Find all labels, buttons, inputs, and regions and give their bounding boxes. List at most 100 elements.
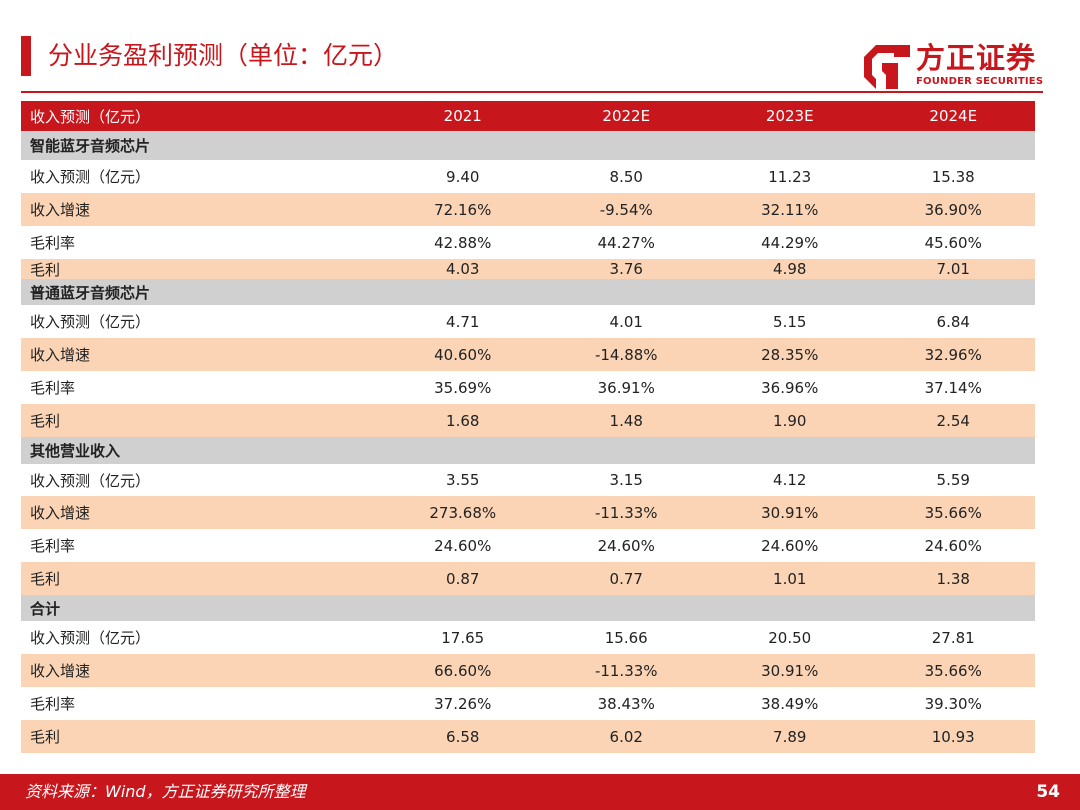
row-label: 收入增速 bbox=[30, 346, 91, 364]
header-year-2024e: 2024E bbox=[929, 107, 978, 125]
cell-2021: 4.71 bbox=[446, 312, 480, 331]
cell-2023e: 32.11% bbox=[761, 200, 819, 219]
cell-2023e: 20.50 bbox=[768, 628, 812, 647]
table-row: 收入增速 273.68% -11.33% 30.91% 35.66% bbox=[21, 496, 1035, 529]
cell-2023e: 1.90 bbox=[773, 411, 807, 430]
cell-2022e: -11.33% bbox=[594, 503, 658, 522]
cell-2021: 37.26% bbox=[434, 694, 492, 713]
cell-2024e: 27.81 bbox=[931, 628, 975, 647]
section-row: 其他营业收入 bbox=[21, 437, 1035, 464]
cell-2022e: 8.50 bbox=[609, 167, 643, 186]
cell-2021: 1.68 bbox=[446, 411, 480, 430]
cell-2024e: 36.90% bbox=[924, 200, 982, 219]
cell-2022e: -9.54% bbox=[599, 200, 653, 219]
cell-2024e: 5.59 bbox=[936, 471, 970, 489]
cell-2024e: 2.54 bbox=[936, 411, 970, 430]
section-row: 普通蓝牙音频芯片 bbox=[21, 279, 1035, 305]
page-number: 54 bbox=[1036, 782, 1060, 802]
brand-logo: 方正证券 FOUNDER SECURITIES bbox=[862, 41, 1048, 91]
title-accent-bar bbox=[21, 36, 31, 76]
cell-2022e: 1.48 bbox=[609, 411, 643, 430]
cell-2022e: 6.02 bbox=[609, 727, 643, 746]
table-row: 毛利 0.87 0.77 1.01 1.38 bbox=[21, 562, 1035, 595]
section-label: 普通蓝牙音频芯片 bbox=[30, 283, 151, 302]
table-row: 毛利 6.58 6.02 7.89 10.93 bbox=[21, 720, 1035, 753]
cell-2021: 17.65 bbox=[441, 628, 485, 647]
cell-2022e: 24.60% bbox=[597, 536, 655, 555]
row-label: 毛利 bbox=[30, 260, 61, 279]
cell-2021: 4.03 bbox=[446, 260, 480, 278]
section-row: 智能蓝牙音频芯片 bbox=[21, 131, 1035, 160]
cell-2023e: 28.35% bbox=[761, 345, 819, 364]
row-label: 毛利率 bbox=[30, 234, 76, 252]
cell-2024e: 24.60% bbox=[924, 536, 982, 555]
cell-2024e: 37.14% bbox=[924, 378, 982, 397]
cell-2023e: 7.89 bbox=[773, 727, 807, 746]
table-row: 收入增速 40.60% -14.88% 28.35% 32.96% bbox=[21, 338, 1035, 371]
cell-2024e: 1.38 bbox=[936, 569, 970, 588]
cell-2022e: 36.91% bbox=[597, 378, 655, 397]
brand-name-cn: 方正证券 bbox=[916, 41, 1037, 75]
cell-2024e: 32.96% bbox=[924, 345, 982, 364]
cell-2023e: 30.91% bbox=[761, 661, 819, 680]
row-label: 收入预测（亿元） bbox=[30, 471, 151, 490]
row-label: 收入增速 bbox=[30, 201, 91, 219]
cell-2024e: 39.30% bbox=[924, 694, 982, 713]
table-header-row: 收入预测（亿元） 2021 2022E 2023E 2024E bbox=[21, 101, 1035, 131]
table-row: 收入增速 66.60% -11.33% 30.91% 35.66% bbox=[21, 654, 1035, 687]
header-label: 收入预测（亿元） bbox=[30, 107, 151, 126]
cell-2024e: 35.66% bbox=[924, 661, 982, 680]
cell-2023e: 44.29% bbox=[761, 233, 819, 252]
section-label: 合计 bbox=[30, 599, 61, 618]
cell-2022e: 15.66 bbox=[604, 628, 648, 647]
table-row: 收入预测（亿元） 17.65 15.66 20.50 27.81 bbox=[21, 621, 1035, 654]
cell-2021: 35.69% bbox=[434, 378, 492, 397]
row-label: 毛利率 bbox=[30, 695, 76, 713]
cell-2021: 6.58 bbox=[446, 727, 480, 746]
table-row: 收入预测（亿元） 4.71 4.01 5.15 6.84 bbox=[21, 305, 1035, 338]
header-year-2021: 2021 bbox=[443, 107, 482, 125]
cell-2021: 72.16% bbox=[434, 200, 492, 219]
table-row: 毛利率 37.26% 38.43% 38.49% 39.30% bbox=[21, 687, 1035, 720]
cell-2022e: 0.77 bbox=[609, 569, 643, 588]
cell-2022e: 38.43% bbox=[597, 694, 655, 713]
cell-2021: 66.60% bbox=[434, 661, 492, 680]
cell-2023e: 24.60% bbox=[761, 536, 819, 555]
cell-2024e: 45.60% bbox=[924, 233, 982, 252]
cell-2024e: 35.66% bbox=[924, 503, 982, 522]
source-note: 资料来源：Wind，方正证券研究所整理 bbox=[25, 782, 306, 801]
cell-2021: 0.87 bbox=[446, 569, 480, 588]
cell-2021: 9.40 bbox=[446, 167, 480, 186]
cell-2024e: 15.38 bbox=[931, 167, 975, 186]
header-year-2022e: 2022E bbox=[602, 107, 651, 125]
cell-2022e: -14.88% bbox=[594, 345, 658, 364]
cell-2024e: 7.01 bbox=[936, 260, 970, 278]
table-row: 收入增速 72.16% -9.54% 32.11% 36.90% bbox=[21, 193, 1035, 226]
table-row: 毛利率 42.88% 44.27% 44.29% 45.60% bbox=[21, 226, 1035, 259]
brand-name-en: FOUNDER SECURITIES bbox=[916, 76, 1044, 87]
row-label: 毛利率 bbox=[30, 379, 76, 397]
row-label: 收入增速 bbox=[30, 504, 91, 522]
cell-2023e: 1.01 bbox=[773, 569, 807, 588]
cell-2022e: 3.76 bbox=[609, 260, 643, 278]
cell-2023e: 30.91% bbox=[761, 503, 819, 522]
cell-2023e: 36.96% bbox=[761, 378, 819, 397]
row-label: 收入预测（亿元） bbox=[30, 168, 151, 186]
row-label: 收入预测（亿元） bbox=[30, 629, 151, 647]
cell-2024e: 6.84 bbox=[936, 312, 970, 331]
forecast-table: 收入预测（亿元） 2021 2022E 2023E 2024E 智能蓝牙音频芯片… bbox=[21, 101, 1035, 753]
table-row: 毛利率 24.60% 24.60% 24.60% 24.60% bbox=[21, 529, 1035, 562]
founder-logo-icon bbox=[864, 45, 910, 89]
row-label: 收入预测（亿元） bbox=[30, 313, 151, 331]
header-divider bbox=[21, 91, 1043, 93]
cell-2022e: 3.15 bbox=[609, 471, 643, 489]
cell-2022e: 4.01 bbox=[609, 312, 643, 331]
section-label: 智能蓝牙音频芯片 bbox=[30, 137, 151, 155]
table-row: 毛利 1.68 1.48 1.90 2.54 bbox=[21, 404, 1035, 437]
table-row: 收入预测（亿元） 3.55 3.15 4.12 5.59 bbox=[21, 464, 1035, 496]
header-year-2023e: 2023E bbox=[765, 107, 814, 125]
cell-2023e: 11.23 bbox=[768, 167, 812, 186]
table-row: 毛利 4.03 3.76 4.98 7.01 bbox=[21, 259, 1035, 279]
table-row: 收入预测（亿元） 9.40 8.50 11.23 15.38 bbox=[21, 160, 1035, 193]
row-label: 毛利 bbox=[30, 412, 61, 430]
